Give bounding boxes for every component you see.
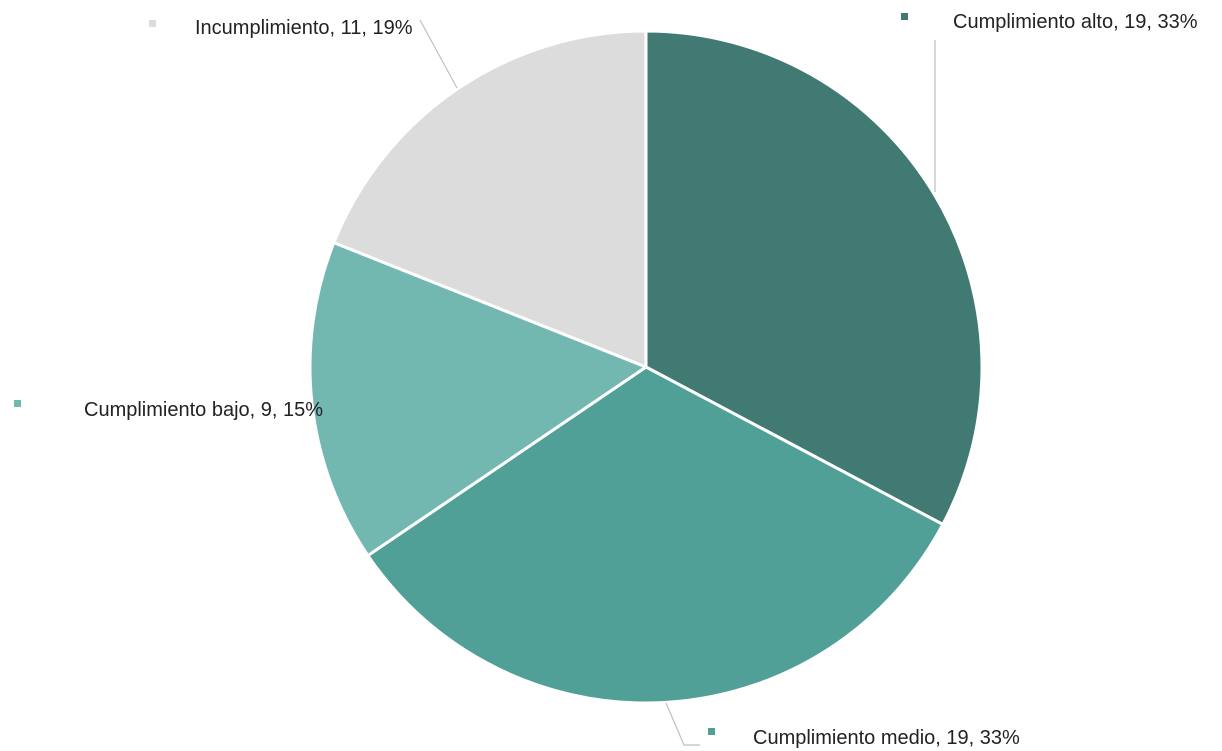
leader-lines — [419, 19, 936, 746]
data-label-cumplimiento-medio: Cumplimiento medio, 19, 33% — [753, 727, 1020, 749]
label-marker-incumplimiento — [149, 20, 156, 27]
pie-slice-cumplimiento-alto — [644, 29, 984, 526]
data-labels: Incumplimiento, 11, 19% Cumplimiento alt… — [14, 11, 1198, 749]
label-marker-cumplimiento-alto — [901, 13, 908, 20]
data-label-cumplimiento-bajo: Cumplimiento bajo, 9, 15% — [84, 399, 323, 421]
label-marker-cumplimiento-medio — [708, 728, 715, 735]
pie-slice-cumplimiento-medio — [366, 365, 945, 705]
leader-line-incumplimiento — [419, 19, 458, 89]
data-label-incumplimiento: Incumplimiento, 11, 19% — [195, 17, 413, 39]
pie-slice-cumplimiento-bajo — [308, 241, 648, 558]
data-label-cumplimiento-alto: Cumplimiento alto, 19, 33% — [953, 11, 1198, 33]
label-marker-cumplimiento-bajo — [14, 400, 21, 407]
pie-slices — [308, 29, 984, 705]
pie-slice-incumplimiento — [332, 29, 648, 369]
leader-line-cumplimiento-medio — [665, 702, 700, 746]
